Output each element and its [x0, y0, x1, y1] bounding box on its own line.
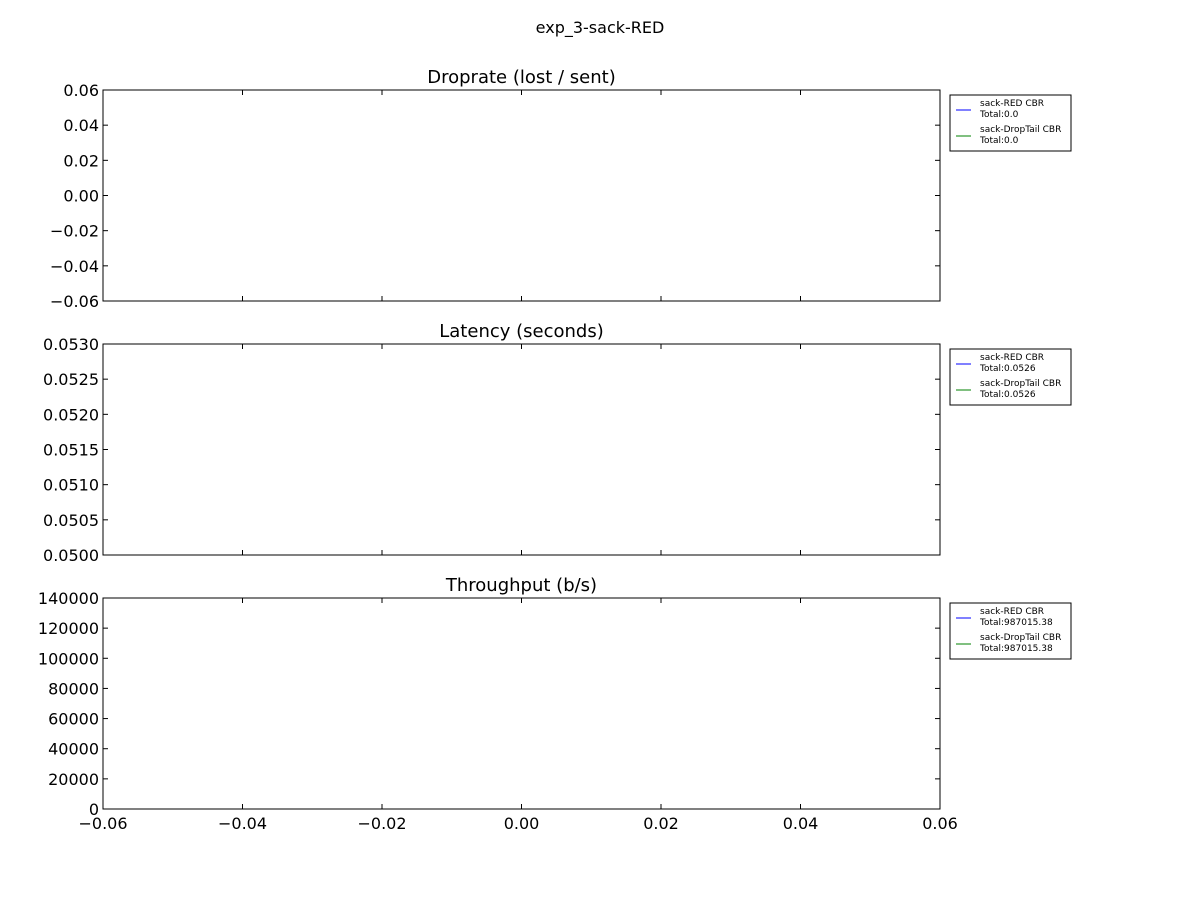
y-tick-label: −0.06: [50, 292, 99, 311]
y-tick-label: 0.00: [63, 187, 99, 206]
chart-panel: Throughput (b/s) −0.06 −0.04 −0.02 0.00 0.02 0…: [38, 575, 1072, 833]
legend-label-line: sack-RED CBR: [980, 607, 1044, 617]
x-tick-label: 0.06: [922, 814, 958, 833]
legend-label-line: Total:0.0526: [979, 364, 1036, 374]
chart-title: Latency (seconds): [439, 321, 604, 342]
legend-label: sack-DropTail CBR Total:987015.38: [979, 633, 1061, 654]
chart-panels: Droprate (lost / sent) −0.06 −0.04 −0.02 0.0…: [38, 67, 1072, 833]
legend-label-line: sack-RED CBR: [980, 353, 1044, 363]
x-tick-label: 0.00: [504, 814, 540, 833]
plot-area: [102, 597, 941, 810]
x-tick-label: 0.02: [643, 814, 679, 833]
legend-label-line: Total:0.0: [979, 136, 1019, 146]
figure-title: exp_3-sack-RED: [536, 18, 665, 38]
legend-box: [949, 94, 1072, 152]
x-tick-label: −0.02: [357, 814, 406, 833]
plot-area: [102, 343, 941, 556]
y-tick-label: 0.0530: [43, 335, 99, 354]
chart-title: Droprate (lost / sent): [427, 67, 616, 88]
legend-label: sack-RED CBR Total:987015.38: [979, 607, 1053, 628]
chart-panel: Latency (seconds) 0.0500 0.0505 0.0510 0.051…: [43, 321, 1072, 565]
legend-label-line: Total:987015.38: [979, 618, 1053, 628]
y-tick-label: 0.04: [63, 116, 99, 135]
legend-label-line: Total:0.0: [979, 110, 1019, 120]
y-tick-label: 0.06: [63, 81, 99, 100]
legend: sack-RED CBR Total:987015.38sack-DropTail…: [949, 602, 1072, 660]
legend-label: sack-RED CBR Total:0.0: [979, 99, 1044, 120]
legend-label-line: sack-DropTail CBR: [980, 379, 1061, 389]
x-tick-label: −0.04: [218, 814, 267, 833]
legend-label: sack-DropTail CBR Total:0.0: [979, 125, 1061, 146]
legend-label-line: sack-RED CBR: [980, 99, 1044, 109]
y-tick-label: 140000: [38, 589, 99, 608]
y-tick-label: 20000: [48, 770, 99, 789]
legend-box: [949, 602, 1072, 660]
legend-box: [949, 348, 1072, 406]
chart-panel: Droprate (lost / sent) −0.06 −0.04 −0.02 0.0…: [50, 67, 1072, 311]
plot-area: [102, 89, 941, 302]
legend-label: sack-RED CBR Total:0.0526: [979, 353, 1044, 374]
y-tick-label: 0.02: [63, 151, 99, 170]
legend-label-line: Total:987015.38: [979, 644, 1053, 654]
y-tick-label: 0: [89, 800, 99, 819]
y-tick-label: 0.0500: [43, 546, 99, 565]
x-tick-label: −0.06: [78, 814, 127, 833]
y-tick-label: 0.0520: [43, 405, 99, 424]
x-tick-label: 0.04: [783, 814, 819, 833]
y-tick-label: 80000: [48, 679, 99, 698]
legend-label-line: sack-DropTail CBR: [980, 125, 1061, 135]
y-tick-label: 0.0515: [43, 441, 99, 460]
legend-label: sack-DropTail CBR Total:0.0526: [979, 379, 1061, 400]
y-tick-label: 0.0510: [43, 476, 99, 495]
y-tick-label: −0.04: [50, 257, 99, 276]
y-tick-label: 40000: [48, 740, 99, 759]
y-tick-label: 100000: [38, 649, 99, 668]
y-tick-label: 0.0505: [43, 511, 99, 530]
chart-title: Throughput (b/s): [445, 575, 597, 596]
y-tick-label: 60000: [48, 710, 99, 729]
y-tick-label: 120000: [38, 619, 99, 638]
y-tick-label: 0.0525: [43, 370, 99, 389]
y-tick-label: −0.02: [50, 222, 99, 241]
legend-label-line: sack-DropTail CBR: [980, 633, 1061, 643]
legend-label-line: Total:0.0526: [979, 390, 1036, 400]
